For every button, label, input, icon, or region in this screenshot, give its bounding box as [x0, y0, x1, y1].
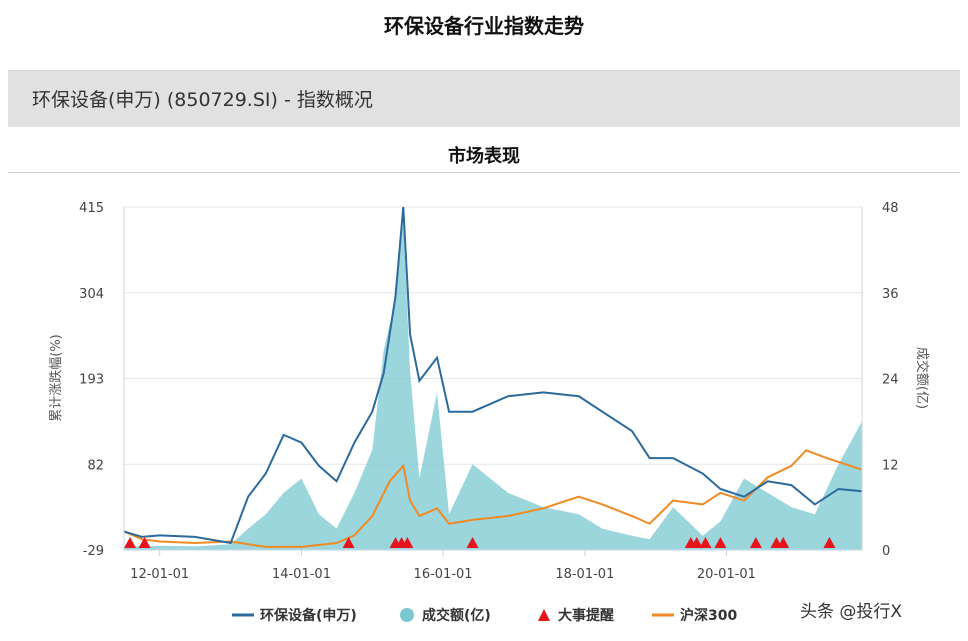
- x-tick-label: 12-01-01: [130, 567, 189, 582]
- y-tick-label: 82: [87, 458, 104, 473]
- index-overview-banner: 环保设备(申万) (850729.SI) - 指数概况: [8, 70, 960, 127]
- legend-volume-label[interactable]: 成交额(亿): [422, 607, 491, 624]
- event-markers: [124, 537, 836, 548]
- event-marker[interactable]: [401, 537, 414, 548]
- event-marker[interactable]: [466, 537, 479, 548]
- legend-index-label[interactable]: 环保设备(申万): [260, 607, 357, 624]
- index-line: [123, 206, 863, 545]
- section-title: 市场表现: [448, 146, 520, 167]
- hs300-line: [123, 449, 863, 548]
- x-tick-label: 14-01-01: [272, 567, 331, 582]
- x-tick-label: 18-01-01: [555, 567, 614, 582]
- event-marker[interactable]: [714, 537, 727, 548]
- y2-tick-label: 12: [882, 458, 899, 473]
- y2-tick-label: 24: [882, 373, 899, 388]
- volume-area: [124, 221, 862, 550]
- event-marker[interactable]: [690, 537, 703, 548]
- event-marker[interactable]: [699, 537, 712, 548]
- event-marker[interactable]: [124, 537, 137, 548]
- y2-tick-label: 0: [882, 544, 890, 559]
- y-tick-label: 304: [79, 287, 104, 302]
- y2-axis-title: 成交额(亿): [914, 347, 930, 409]
- chart-legend: 环保设备(申万) 成交额(亿) 大事提醒 沪深300: [232, 607, 737, 624]
- event-marker[interactable]: [823, 537, 836, 548]
- x-tick-label: 20-01-01: [697, 567, 756, 582]
- axes: 415 304 193 82 -29 48 36 24 12 0 12-01-01 14-01-01 1…: [48, 201, 930, 582]
- legend-volume-swatch: [400, 608, 414, 622]
- event-marker[interactable]: [777, 537, 790, 548]
- index-name-label: 环保设备(申万) (850729.SI) - 指数概况: [32, 89, 373, 111]
- source-watermark: 头条 @投行X: [800, 602, 903, 622]
- y-axis-title: 累计涨跌幅(%): [48, 334, 64, 422]
- y2-tick-label: 48: [882, 201, 899, 216]
- y2-tick-label: 36: [882, 287, 899, 302]
- section-divider: [8, 172, 960, 173]
- event-marker[interactable]: [749, 537, 762, 548]
- y-tick-label: 193: [79, 373, 104, 388]
- legend-events-swatch: [538, 609, 550, 621]
- y-tick-label: -29: [83, 544, 104, 559]
- event-marker[interactable]: [342, 537, 355, 548]
- page-title: 环保设备行业指数走势: [384, 14, 584, 38]
- x-tick-label: 16-01-01: [414, 567, 473, 582]
- event-marker[interactable]: [138, 537, 151, 548]
- legend-hs300-label[interactable]: 沪深300: [680, 607, 737, 624]
- legend-events-label[interactable]: 大事提醒: [558, 607, 614, 624]
- y-tick-label: 415: [79, 201, 104, 216]
